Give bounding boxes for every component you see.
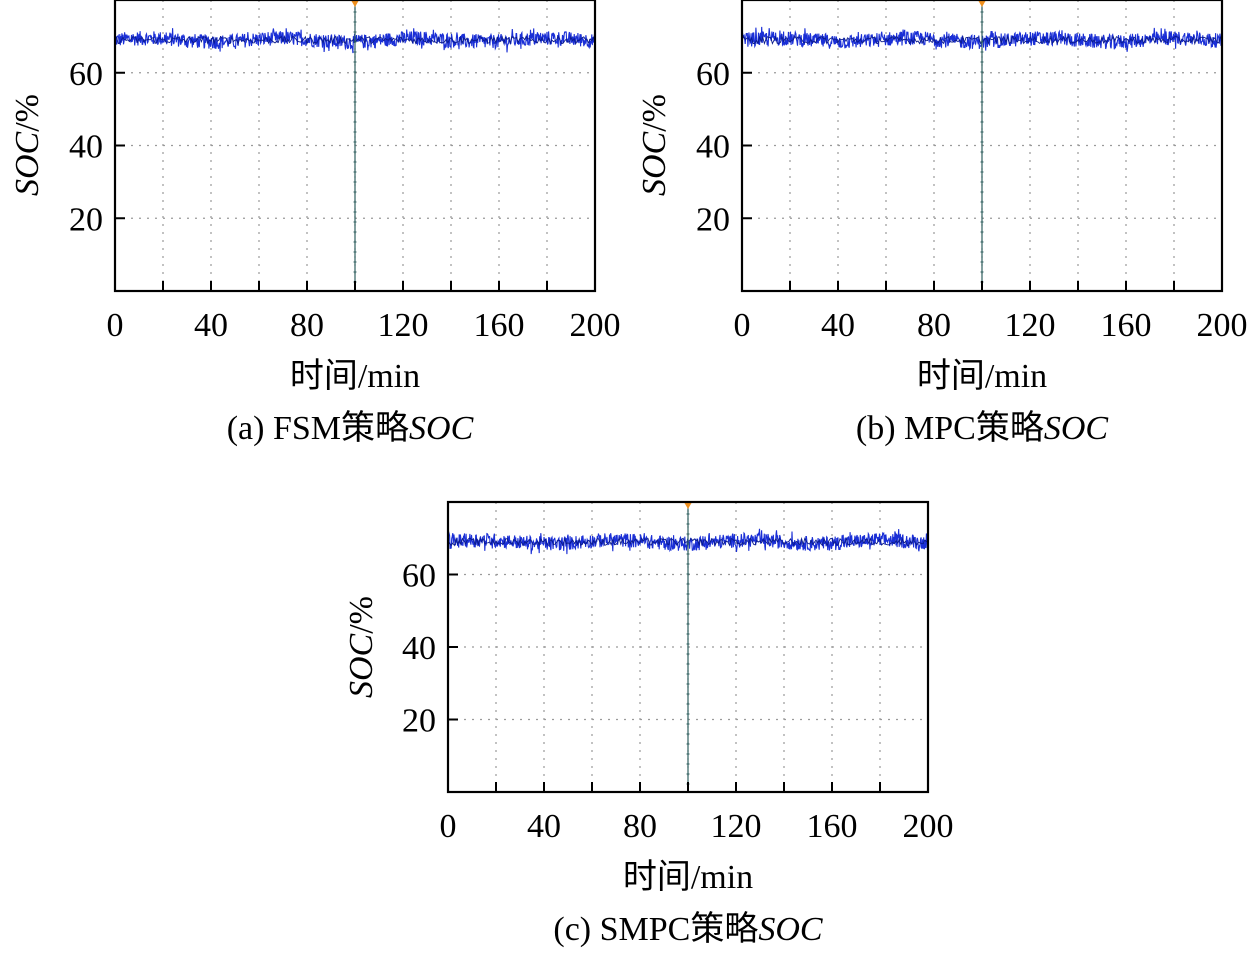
x-tick-label: 80 <box>917 307 951 344</box>
x-tick-label: 160 <box>1101 307 1152 344</box>
y-axis-title-unit: /% <box>636 94 673 132</box>
x-axis-title: 时间/min <box>290 358 420 395</box>
y-axis-title-unit: /% <box>9 94 46 132</box>
x-tick-label: 160 <box>474 307 525 344</box>
x-tick-label: 120 <box>711 808 762 845</box>
x-tick-label: 40 <box>821 307 855 344</box>
chart-caption-prefix: (a) FSM策略 <box>227 409 409 447</box>
chart-caption: (c) SMPC策略SOC <box>553 910 823 948</box>
x-tick-label: 40 <box>194 307 228 344</box>
y-axis-title: SOC/% <box>9 94 46 196</box>
x-axis-title: 时间/min <box>623 859 753 896</box>
y-axis-title: SOC/% <box>343 596 380 698</box>
chart-caption: (a) FSM策略SOC <box>227 409 474 447</box>
y-tick-label: 60 <box>696 56 730 93</box>
y-axis-title-italic: SOC <box>9 131 46 196</box>
x-tick-label: 200 <box>570 307 621 344</box>
x-tick-label: 160 <box>807 808 858 845</box>
x-tick-label: 200 <box>903 808 954 845</box>
y-tick-label: 20 <box>696 201 730 238</box>
chart-caption-italic: SOC <box>409 410 474 447</box>
y-axis-title: SOC/% <box>636 94 673 196</box>
x-axis-title: 时间/min <box>917 358 1047 395</box>
chart-caption-prefix: (b) MPC策略 <box>856 409 1044 447</box>
y-tick-label: 20 <box>402 703 436 740</box>
y-tick-label: 40 <box>402 630 436 667</box>
chart-caption-prefix: (c) SMPC策略 <box>553 910 758 948</box>
x-tick-label: 120 <box>378 307 429 344</box>
y-tick-label: 40 <box>696 129 730 166</box>
x-tick-label: 40 <box>527 808 561 845</box>
x-tick-label: 80 <box>623 808 657 845</box>
y-tick-label: 20 <box>69 201 103 238</box>
x-tick-label: 80 <box>290 307 324 344</box>
marker-top-triangle <box>684 503 692 509</box>
x-tick-label: 0 <box>734 307 751 344</box>
x-tick-label: 0 <box>440 808 457 845</box>
y-axis-title-italic: SOC <box>636 131 673 196</box>
x-tick-label: 200 <box>1197 307 1248 344</box>
chart-caption-italic: SOC <box>1044 410 1109 447</box>
y-tick-label: 60 <box>69 56 103 93</box>
chart-caption-italic: SOC <box>758 911 823 948</box>
chart-caption: (b) MPC策略SOC <box>856 409 1109 447</box>
y-tick-label: 60 <box>402 558 436 595</box>
marker-top-triangle <box>978 1 986 7</box>
y-axis-title-unit: /% <box>343 596 380 634</box>
y-tick-label: 40 <box>69 129 103 166</box>
x-tick-label: 120 <box>1005 307 1056 344</box>
y-axis-title-italic: SOC <box>343 633 380 698</box>
x-tick-label: 0 <box>107 307 124 344</box>
marker-top-triangle <box>351 1 359 7</box>
